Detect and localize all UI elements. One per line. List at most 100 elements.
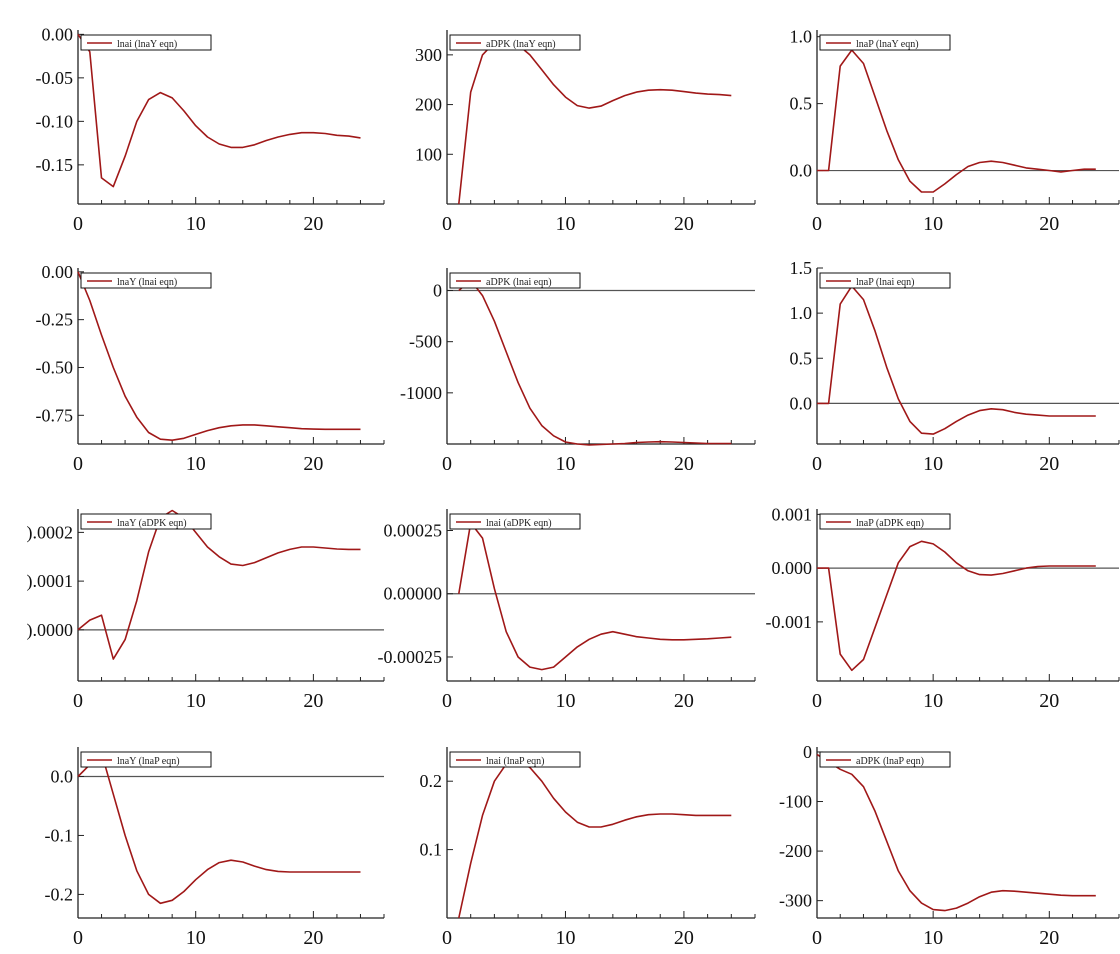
series-line xyxy=(77,271,361,442)
legend: lnaP (lnai eqn) xyxy=(819,272,951,289)
series-line xyxy=(458,279,732,446)
y-tick-label: -0.1 xyxy=(45,825,74,845)
legend: lnaY (lnai eqn) xyxy=(80,272,212,289)
y-tick-label: 0 xyxy=(433,281,442,301)
legend: lnaP (aDPK eqn) xyxy=(819,513,951,530)
legend-label: lnaY (aDPK eqn) xyxy=(117,518,187,529)
x-tick-label: 10 xyxy=(923,690,943,712)
legend: lnaY (lnaP eqn) xyxy=(80,751,212,768)
legend-box xyxy=(449,272,581,289)
x-tick-label: 10 xyxy=(923,453,943,475)
legend-box xyxy=(80,34,212,51)
y-tick-label: 0.00000 xyxy=(384,584,443,604)
y-tick-label: 0.001 xyxy=(772,504,813,524)
x-tick-label: 20 xyxy=(674,927,694,949)
x-tick-label: 0 xyxy=(812,927,822,949)
chart-panel-7: 0 10 20 ).0002 ).0001 ).0000 lnaY (aDPK eqn) xyxy=(27,509,385,712)
y-tick-label: ).0000 xyxy=(27,620,74,641)
y-tick-label: 0.00025 xyxy=(384,521,443,541)
y-tick-label: -0.00025 xyxy=(378,647,443,667)
x-tick-label: 0 xyxy=(73,690,83,712)
x-tick-label: 10 xyxy=(923,213,943,235)
y-tick-label: -0.25 xyxy=(36,310,74,330)
legend: aDPK (lnaP eqn) xyxy=(819,751,951,768)
legend-label: aDPK (lnaY eqn) xyxy=(486,39,556,50)
legend-label: lnai (aDPK eqn) xyxy=(486,518,552,529)
series-line xyxy=(77,509,361,660)
series-line xyxy=(817,49,1096,193)
series-line xyxy=(458,522,732,671)
legend-box xyxy=(449,34,581,51)
legend-label: lnaY (lnaP eqn) xyxy=(117,756,180,767)
x-tick-label: 10 xyxy=(555,453,575,475)
chart-panel-11: 0 10 20 0.2 0.1 lnai (lnaP eqn) xyxy=(420,747,756,949)
y-tick-label: -0.001 xyxy=(766,612,813,632)
chart-panel-12: 0 10 20 0 -100 -200 -300 aDPK (lnaP eqn) xyxy=(779,742,1120,949)
legend-label: lnaP (lnaY eqn) xyxy=(856,39,919,50)
legend: lnaP (lnaY eqn) xyxy=(819,34,951,51)
y-tick-label: 0 xyxy=(803,742,812,762)
y-tick-label: -0.15 xyxy=(36,155,74,175)
legend-label: aDPK (lnai eqn) xyxy=(486,277,552,288)
x-tick-label: 0 xyxy=(73,927,83,949)
x-tick-label: 20 xyxy=(303,927,323,949)
y-tick-label: -500 xyxy=(409,332,442,352)
legend-box xyxy=(449,751,581,768)
chart-panel-6: 0 10 20 1.5 1.0 0.5 0.0 lnaP (lnai eqn) xyxy=(790,258,1120,475)
legend-box xyxy=(449,513,581,530)
x-tick-label: 10 xyxy=(555,690,575,712)
x-tick-label: 10 xyxy=(923,927,943,949)
legend: aDPK (lnai eqn) xyxy=(449,272,581,289)
y-tick-label: 0.1 xyxy=(420,840,443,860)
x-tick-label: 0 xyxy=(442,453,452,475)
y-tick-label: 0.0 xyxy=(51,766,74,786)
x-tick-label: 20 xyxy=(303,213,323,235)
y-tick-label: 0.5 xyxy=(790,348,813,368)
chart-panel-9: 0 10 20 0.001 0.000 -0.001 lnaP (aDPK eqn) xyxy=(766,504,1120,712)
y-tick-label: -100 xyxy=(779,792,812,812)
y-tick-label: ).0002 xyxy=(27,522,74,543)
x-tick-label: 10 xyxy=(186,690,206,712)
x-tick-label: 20 xyxy=(674,213,694,235)
chart-panel-10: 0 10 20 0.0 -0.1 -0.2 lnaY (lnaP eqn) xyxy=(45,747,385,949)
x-tick-label: 10 xyxy=(555,927,575,949)
legend: lnaY (aDPK eqn) xyxy=(80,513,212,530)
x-tick-label: 20 xyxy=(303,690,323,712)
x-tick-label: 20 xyxy=(1039,213,1059,235)
y-tick-label: 1.0 xyxy=(790,27,813,47)
y-tick-label: 0.5 xyxy=(790,94,813,114)
legend-box xyxy=(80,272,212,289)
y-tick-label: -300 xyxy=(779,891,812,911)
y-tick-label: 100 xyxy=(415,144,442,164)
y-tick-label: -0.10 xyxy=(36,111,74,131)
x-tick-label: 10 xyxy=(555,213,575,235)
y-tick-label: 0.00 xyxy=(42,262,74,282)
chart-panel-4: 0 10 20 0.00 -0.25 -0.50 -0.75 lnaY (lnai eqn) xyxy=(36,262,385,475)
legend-label: lnaP (aDPK eqn) xyxy=(856,518,924,529)
x-tick-label: 20 xyxy=(303,453,323,475)
legend-box xyxy=(819,751,951,768)
y-tick-label: 1.5 xyxy=(790,258,813,278)
legend-box xyxy=(80,751,212,768)
y-tick-label: 200 xyxy=(415,95,442,115)
legend: lnai (lnaP eqn) xyxy=(449,751,581,768)
y-tick-label: 300 xyxy=(415,45,442,65)
x-tick-label: 0 xyxy=(73,213,83,235)
y-tick-label: -0.75 xyxy=(36,405,74,425)
y-tick-label: ).0001 xyxy=(27,571,74,592)
legend-box xyxy=(819,272,951,289)
chart-panel-8: 0 10 20 0.00025 0.00000 -0.00025 lnai (aDPK eq… xyxy=(378,509,756,712)
legend-label: aDPK (lnaP eqn) xyxy=(856,756,924,767)
y-tick-label: -1000 xyxy=(400,383,442,403)
y-tick-label: 0.0 xyxy=(790,393,813,413)
x-tick-label: 20 xyxy=(1039,927,1059,949)
y-tick-label: -0.05 xyxy=(36,68,74,88)
x-tick-label: 10 xyxy=(186,927,206,949)
series-line xyxy=(77,33,361,188)
legend-label: lnai (lnaP eqn) xyxy=(486,756,545,767)
y-tick-label: 1.0 xyxy=(790,303,813,323)
x-tick-label: 20 xyxy=(1039,690,1059,712)
legend: aDPK (lnaY eqn) xyxy=(449,34,581,51)
